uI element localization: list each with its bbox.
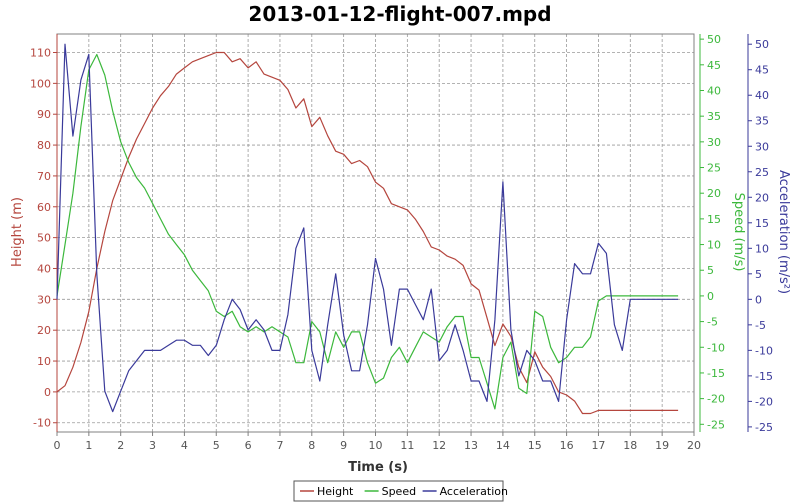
height-tick-label: 20 [37, 324, 51, 337]
speed-tick-label: 0 [707, 290, 714, 303]
speed-tick-label: -5 [707, 316, 718, 329]
speed-tick-label: 40 [707, 84, 721, 97]
height-tick-label: 100 [30, 77, 51, 90]
acceleration-tick-label: 15 [755, 217, 769, 230]
x-tick-label: 8 [308, 439, 315, 452]
speed-tick-label: 25 [707, 162, 721, 175]
x-tick-label: 11 [400, 439, 414, 452]
acceleration-tick-label: 30 [755, 140, 769, 153]
speed-tick-label: -15 [707, 367, 725, 380]
legend-label-speed: Speed [382, 485, 416, 498]
height-axis-label: Height (m) [10, 197, 25, 267]
x-tick-label: 13 [464, 439, 478, 452]
height-tick-label: 60 [37, 201, 51, 214]
acceleration-tick-label: 5 [755, 268, 762, 281]
height-tick-label: 30 [37, 293, 51, 306]
speed-tick-label: 10 [707, 239, 721, 252]
speed-tick-label: 50 [707, 33, 721, 46]
height-tick-label: 50 [37, 232, 51, 245]
x-tick-label: 4 [181, 439, 188, 452]
acceleration-tick-label: -10 [755, 344, 773, 357]
x-tick-label: 6 [245, 439, 252, 452]
acceleration-tick-label: 50 [755, 38, 769, 51]
series-line-speed [56, 53, 679, 410]
speed-axis-label: Speed (m/s) [731, 193, 746, 272]
acceleration-tick-label: 10 [755, 242, 769, 255]
speed-tick-label: 30 [707, 136, 721, 149]
speed-tick-label: 35 [707, 110, 721, 123]
speed-axis: -25 -20 -15 -10 -5 0 5 10 15 20 25 30 35 40 45 50 [699, 33, 725, 432]
speed-tick-label: 45 [707, 59, 721, 72]
x-tick-label: 10 [369, 439, 383, 452]
legend-box [293, 480, 504, 502]
height-tick-label: 90 [37, 108, 51, 121]
acceleration-tick-label: 25 [755, 166, 769, 179]
acceleration-axis: -25 -20 -15 -10 -5 0 5 10 15 20 25 30 35 40 45 50 [747, 34, 773, 434]
x-tick-label: 16 [560, 439, 574, 452]
x-tick-label: 7 [276, 439, 283, 452]
chart-title: 2013-01-12-flight-007.mpd [248, 2, 551, 26]
x-tick-label: 20 [687, 439, 701, 452]
x-tick-label: 18 [623, 439, 637, 452]
acceleration-tick-label: -15 [755, 370, 773, 383]
height-tick-label: 110 [30, 47, 51, 60]
x-axis-label: Time (s) [348, 460, 408, 475]
speed-tick-label: -20 [707, 393, 725, 406]
x-tick-label: 15 [528, 439, 542, 452]
series-line-height [56, 51, 679, 415]
legend-label-height: Height [317, 485, 354, 498]
x-tick-label: 17 [591, 439, 605, 452]
height-tick-label: 40 [37, 262, 51, 275]
acceleration-axis-label: Acceleration (m/s²) [776, 170, 791, 294]
height-tick-label: 80 [37, 139, 51, 152]
speed-tick-label: -10 [707, 341, 725, 354]
speed-tick-label: 5 [707, 264, 714, 277]
x-tick-label: 9 [340, 439, 347, 452]
height-tick-label: 0 [44, 386, 51, 399]
acceleration-tick-label: -5 [755, 319, 766, 332]
x-tick-label: 0 [54, 439, 61, 452]
speed-tick-label: 15 [707, 213, 721, 226]
x-tick-label: 19 [655, 439, 669, 452]
acceleration-tick-label: 20 [755, 191, 769, 204]
speed-tick-label: -25 [707, 418, 725, 431]
series-lines [56, 43, 679, 415]
acceleration-tick-label: 35 [755, 115, 769, 128]
legend-label-acceleration: Acceleration [440, 485, 508, 498]
speed-tick-label: 20 [707, 187, 721, 200]
legend: Height Speed Acceleration [293, 480, 508, 502]
series-line-acceleration [56, 43, 679, 413]
x-tick-label: 3 [149, 439, 156, 452]
height-tick-label: 10 [37, 355, 51, 368]
acceleration-tick-label: 45 [755, 64, 769, 77]
acceleration-tick-label: 0 [755, 293, 762, 306]
acceleration-tick-label: -25 [755, 421, 773, 434]
height-tick-label: -10 [33, 417, 51, 430]
acceleration-tick-label: -20 [755, 395, 773, 408]
height-axis: -10 0 10 20 30 40 50 60 70 80 90 100 110 [30, 34, 58, 432]
x-tick-label: 2 [117, 439, 124, 452]
grid [56, 34, 695, 432]
x-tick-label: 12 [432, 439, 446, 452]
x-tick-label: 1 [85, 439, 92, 452]
x-tick-label: 14 [496, 439, 510, 452]
x-axis: 0 1 2 3 4 5 6 7 8 9 10 11 12 13 14 15 16 17 18 19 20 [54, 431, 701, 452]
acceleration-tick-label: 40 [755, 89, 769, 102]
height-tick-label: 70 [37, 170, 51, 183]
plot-background [57, 34, 694, 432]
x-tick-label: 5 [213, 439, 220, 452]
